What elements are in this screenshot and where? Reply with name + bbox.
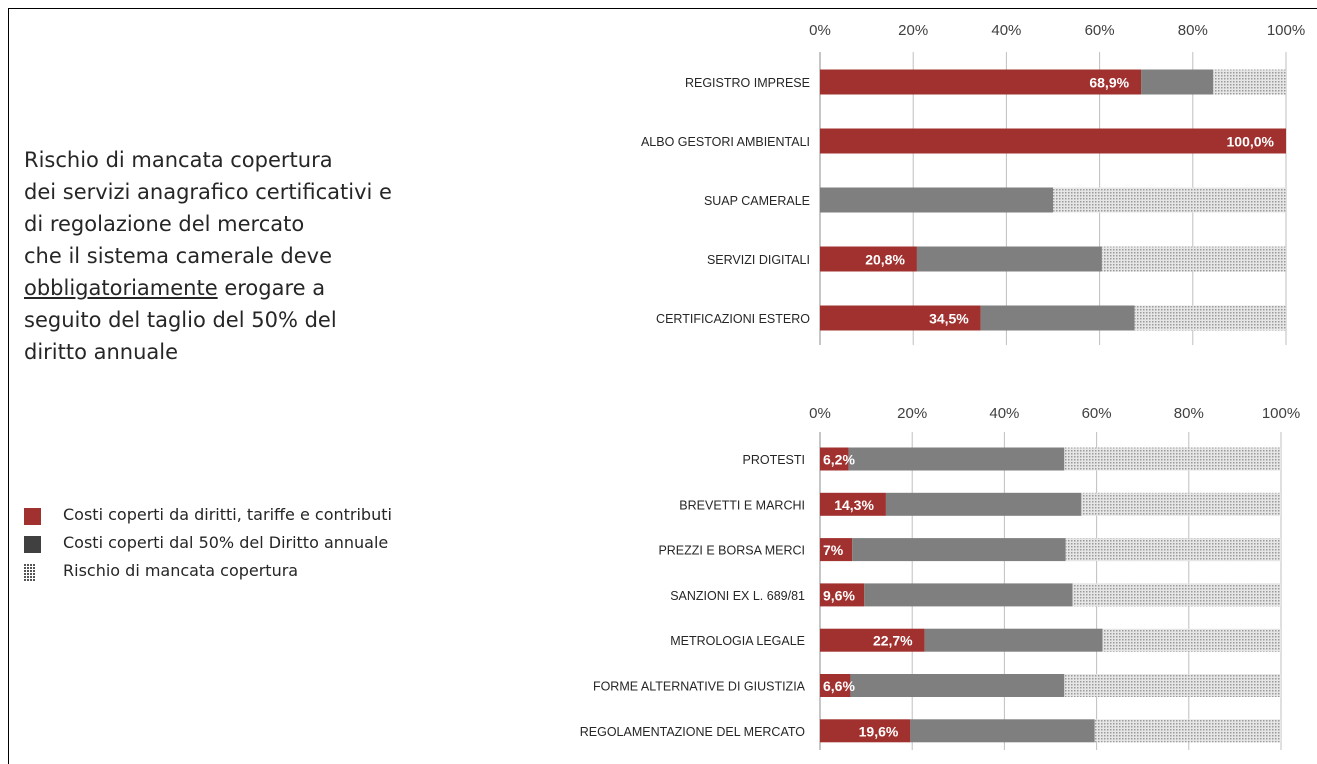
- legend-swatch-risk: [24, 564, 36, 581]
- tick-label: 60%: [1082, 405, 1112, 422]
- title-line: dei servizi anagrafico certificativi e: [24, 180, 392, 204]
- bar-risk: [1065, 538, 1281, 562]
- bar-covered: [820, 447, 849, 471]
- category-label: PREZZI E BORSA MERCI: [658, 544, 805, 558]
- bar-half-fee: [820, 187, 1053, 213]
- bar-risk: [1072, 583, 1281, 607]
- bar-half-fee: [910, 719, 1095, 743]
- category-label: BREVETTI E MARCHI: [679, 498, 805, 512]
- slide-frame: [8, 8, 1317, 764]
- title-line: di regolazione del mercato: [24, 212, 305, 236]
- category-label: REGISTRO IMPRESE: [685, 76, 810, 90]
- data-label: 6,6%: [823, 678, 855, 694]
- category-label: REGOLAMENTAZIONE DEL MERCATO: [580, 725, 806, 739]
- category-label: SUAP CAMERALE: [704, 194, 810, 208]
- category-label: FORME ALTERNATIVE DI GIUSTIZIA: [593, 680, 806, 694]
- bar-half-fee: [864, 583, 1073, 607]
- data-label: 14,3%: [834, 497, 874, 513]
- bar-half-fee: [924, 628, 1103, 652]
- bar-covered: [820, 492, 886, 516]
- bar-risk: [1053, 187, 1286, 213]
- category-label: PROTESTI: [742, 453, 805, 467]
- legend-label: Rischio di mancata copertura: [63, 561, 299, 580]
- data-label: 22,7%: [873, 633, 913, 649]
- title-underlined-word: obbligatoriamente: [24, 276, 218, 300]
- data-label: 20,8%: [865, 252, 905, 268]
- bar-risk: [1081, 492, 1281, 516]
- chart-anagrafico: 0% 20% 40% 60% 80% 100% REGISTRO IMPRESE 68,9% A…: [641, 22, 1305, 345]
- tick-label: 0%: [809, 405, 831, 422]
- bar-risk: [1094, 719, 1281, 743]
- tick-label: 80%: [1178, 22, 1208, 39]
- legend-swatch-half-fee: [24, 536, 41, 553]
- title-line-rest: erogare a: [224, 276, 326, 300]
- legend-label: Costi coperti da diritti, tariffe e cont…: [63, 505, 392, 524]
- bar-covered: [820, 674, 851, 697]
- tick-label: 20%: [897, 405, 927, 422]
- category-label: CERTIFICAZIONI ESTERO: [656, 312, 810, 326]
- data-label: 68,9%: [1089, 75, 1129, 91]
- bar-half-fee: [916, 246, 1102, 272]
- category-label: METROLOGIA LEGALE: [670, 634, 805, 648]
- title-line: obbligatoriamente erogare a: [24, 272, 484, 304]
- chart-regolazione: 0% 20% 40% 60% 80% 100% PROTESTI 6,2% BREVETTI E…: [580, 405, 1300, 750]
- data-label: 34,5%: [929, 311, 969, 327]
- bar-risk: [1064, 447, 1281, 471]
- title-line: che il sistema camerale deve: [24, 244, 332, 268]
- bar-risk: [1213, 69, 1286, 95]
- slide-title: Rischio di mancata copertura dei servizi…: [24, 144, 484, 368]
- bar-risk: [1134, 305, 1286, 331]
- data-label: 100,0%: [1227, 134, 1275, 150]
- tick-label: 40%: [989, 405, 1019, 422]
- category-label: SANZIONI EX L. 689/81: [670, 589, 805, 603]
- bar-covered: [820, 305, 981, 331]
- bar-risk: [1101, 246, 1286, 272]
- tick-label: 100%: [1262, 405, 1300, 422]
- category-label: SERVIZI DIGITALI: [707, 253, 810, 267]
- bar-covered: [820, 69, 1142, 95]
- legend-swatch-covered: [24, 508, 41, 525]
- tick-label: 0%: [809, 22, 831, 39]
- title-line: diritto annuale: [24, 340, 179, 364]
- bar-covered: [820, 128, 1286, 154]
- data-label: 6,2%: [823, 452, 855, 468]
- bar-risk: [1102, 628, 1281, 652]
- bar-covered: [820, 628, 925, 652]
- tick-label: 40%: [991, 22, 1021, 39]
- bar-half-fee: [848, 447, 1065, 471]
- bar-covered: [820, 719, 911, 743]
- category-label: ALBO GESTORI AMBIENTALI: [641, 135, 810, 149]
- title-line: Rischio di mancata copertura: [24, 148, 333, 172]
- data-label: 9,6%: [823, 587, 855, 603]
- data-label: 7%: [823, 542, 844, 558]
- data-label: 19,6%: [859, 723, 899, 739]
- tick-label: 20%: [898, 22, 928, 39]
- bar-half-fee: [852, 538, 1066, 562]
- tick-label: 100%: [1267, 22, 1305, 39]
- title-line: seguito del taglio del 50% del: [24, 308, 337, 332]
- bar-covered: [820, 583, 865, 607]
- tick-label: 60%: [1085, 22, 1115, 39]
- legend-label: Costi coperti dal 50% del Diritto annual…: [63, 533, 389, 552]
- bar-half-fee: [980, 305, 1135, 331]
- bar-covered: [820, 538, 853, 562]
- bar-half-fee: [850, 674, 1065, 697]
- tick-label: 80%: [1174, 405, 1204, 422]
- bar-half-fee: [1141, 69, 1214, 95]
- bar-covered: [820, 246, 917, 272]
- bar-risk: [1064, 674, 1281, 697]
- bar-half-fee: [885, 492, 1082, 516]
